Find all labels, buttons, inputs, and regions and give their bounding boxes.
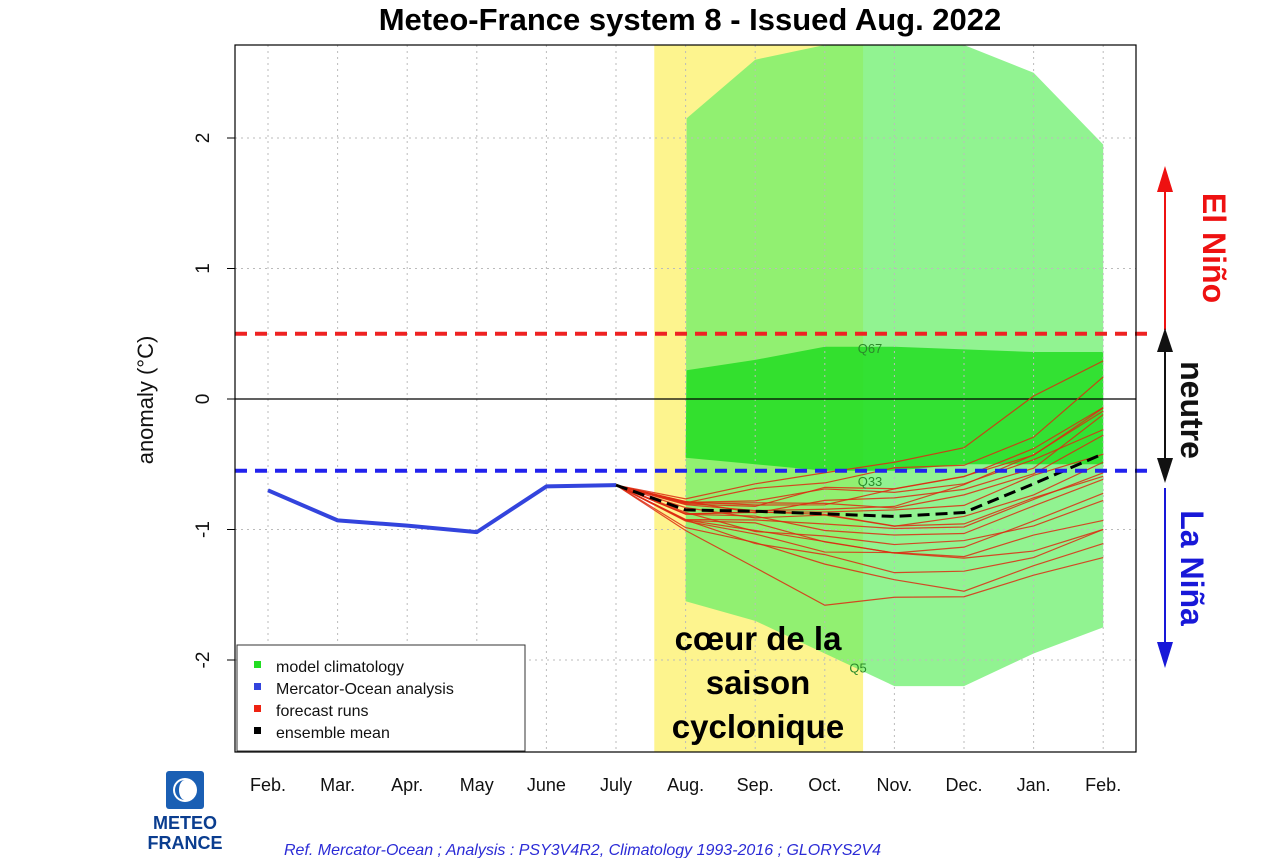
logo-crescent-icon (175, 780, 185, 800)
band-label: Q33 (858, 474, 883, 489)
band-label: Q67 (858, 341, 883, 356)
x-tick-label: Jan. (1017, 775, 1051, 795)
legend-swatch-mean (254, 727, 261, 734)
cyclone-season-annotation: cœur de la saison cyclonique (672, 620, 844, 745)
enso-state-indicators: El Niño neutre La Niña (1157, 166, 1232, 668)
forecast-run-line (615, 472, 1104, 530)
analysis-line (267, 483, 617, 535)
meteo-france-logo: METEO FRANCE (148, 771, 223, 853)
la-nina-label: La Niña (1174, 510, 1210, 626)
y-tick-label: -2 (193, 652, 214, 669)
forecast-run-line (615, 484, 1104, 546)
y-tick-label: 1 (193, 263, 214, 274)
x-tick-label: July (600, 775, 632, 795)
el-nino-label: El Niño (1196, 193, 1232, 303)
model-climatology-bands (685, 45, 1104, 687)
band-label: Q5 (849, 661, 866, 676)
band-labels: Q67 Q33 Q5 (849, 341, 882, 676)
x-tick-label: June (527, 775, 566, 795)
legend-swatch-analysis (254, 683, 261, 690)
ensemble-mean-series (615, 452, 1104, 518)
forecast-runs (615, 360, 1104, 606)
legend-item-forecast: forecast runs (276, 703, 368, 720)
forecast-run-line (615, 484, 1104, 574)
la-nina-arrow-head (1157, 642, 1173, 668)
annotation-line-1: cœur de la (675, 620, 843, 657)
forecast-run-line (615, 461, 1104, 527)
forecast-run-line (615, 407, 1104, 508)
x-tick-label: Sep. (737, 775, 774, 795)
forecast-run-line (615, 484, 1104, 554)
reference-note: Ref. Mercator-Ocean ; Analysis : PSY3V4R… (284, 842, 881, 858)
legend-item-climatology: model climatology (276, 659, 404, 676)
y-tick-label: -1 (193, 521, 214, 538)
forecast-run-line (615, 484, 1104, 592)
x-tick-label: Dec. (945, 775, 982, 795)
climatology-band-q33-q67 (685, 346, 1104, 471)
y-tick-label: 0 (193, 394, 214, 405)
neutre-arrow-head-up (1157, 328, 1173, 352)
analysis-series (267, 483, 617, 535)
annotation-line-2: saison (706, 664, 811, 701)
legend: model climatology Mercator-Ocean analysi… (236, 644, 526, 752)
ensemble-mean-line (615, 452, 1104, 518)
forecast-run-line (615, 484, 1104, 606)
legend-swatch-forecast (254, 705, 261, 712)
x-tick-label: Mar. (320, 775, 355, 795)
x-tick-label: Apr. (391, 775, 423, 795)
forecast-run-line (615, 407, 1104, 506)
logo-line-2: FRANCE (148, 833, 223, 853)
x-tick-label: May (460, 775, 494, 795)
forecast-run-line (615, 484, 1104, 558)
y-tick-label: 2 (193, 133, 214, 144)
legend-item-analysis: Mercator-Ocean analysis (276, 681, 454, 698)
forecast-run-line (615, 410, 1104, 512)
x-tick-label: Feb. (1085, 775, 1121, 795)
neutre-arrow-head-down (1157, 458, 1173, 483)
annotation-line-3: cyclonique (672, 708, 844, 745)
x-axis: Feb. Mar. Apr. May June July Aug. Sep. Oct. Nov. D… (250, 775, 1121, 795)
logo-line-1: METEO (153, 813, 217, 833)
forecast-run-line (615, 360, 1104, 500)
y-axis-label: anomaly (°C) (133, 336, 158, 465)
legend-box (236, 644, 526, 752)
legend-swatch-climatology (254, 661, 261, 668)
chart-title: Meteo-France system 8 - Issued Aug. 2022 (379, 2, 1002, 37)
neutre-label: neutre (1174, 361, 1210, 459)
x-tick-label: Oct. (808, 775, 841, 795)
el-nino-arrow-head (1157, 166, 1173, 192)
x-tick-label: Nov. (877, 775, 913, 795)
forecast-run-line (615, 376, 1104, 504)
y-axis: -2 -1 0 1 2 (193, 133, 235, 669)
threshold-lines (235, 331, 1150, 473)
legend-item-mean: ensemble mean (276, 725, 390, 742)
forecast-run-line (615, 478, 1104, 536)
x-tick-label: Aug. (667, 775, 704, 795)
x-tick-label: Feb. (250, 775, 286, 795)
forecast-run-line (615, 434, 1104, 509)
